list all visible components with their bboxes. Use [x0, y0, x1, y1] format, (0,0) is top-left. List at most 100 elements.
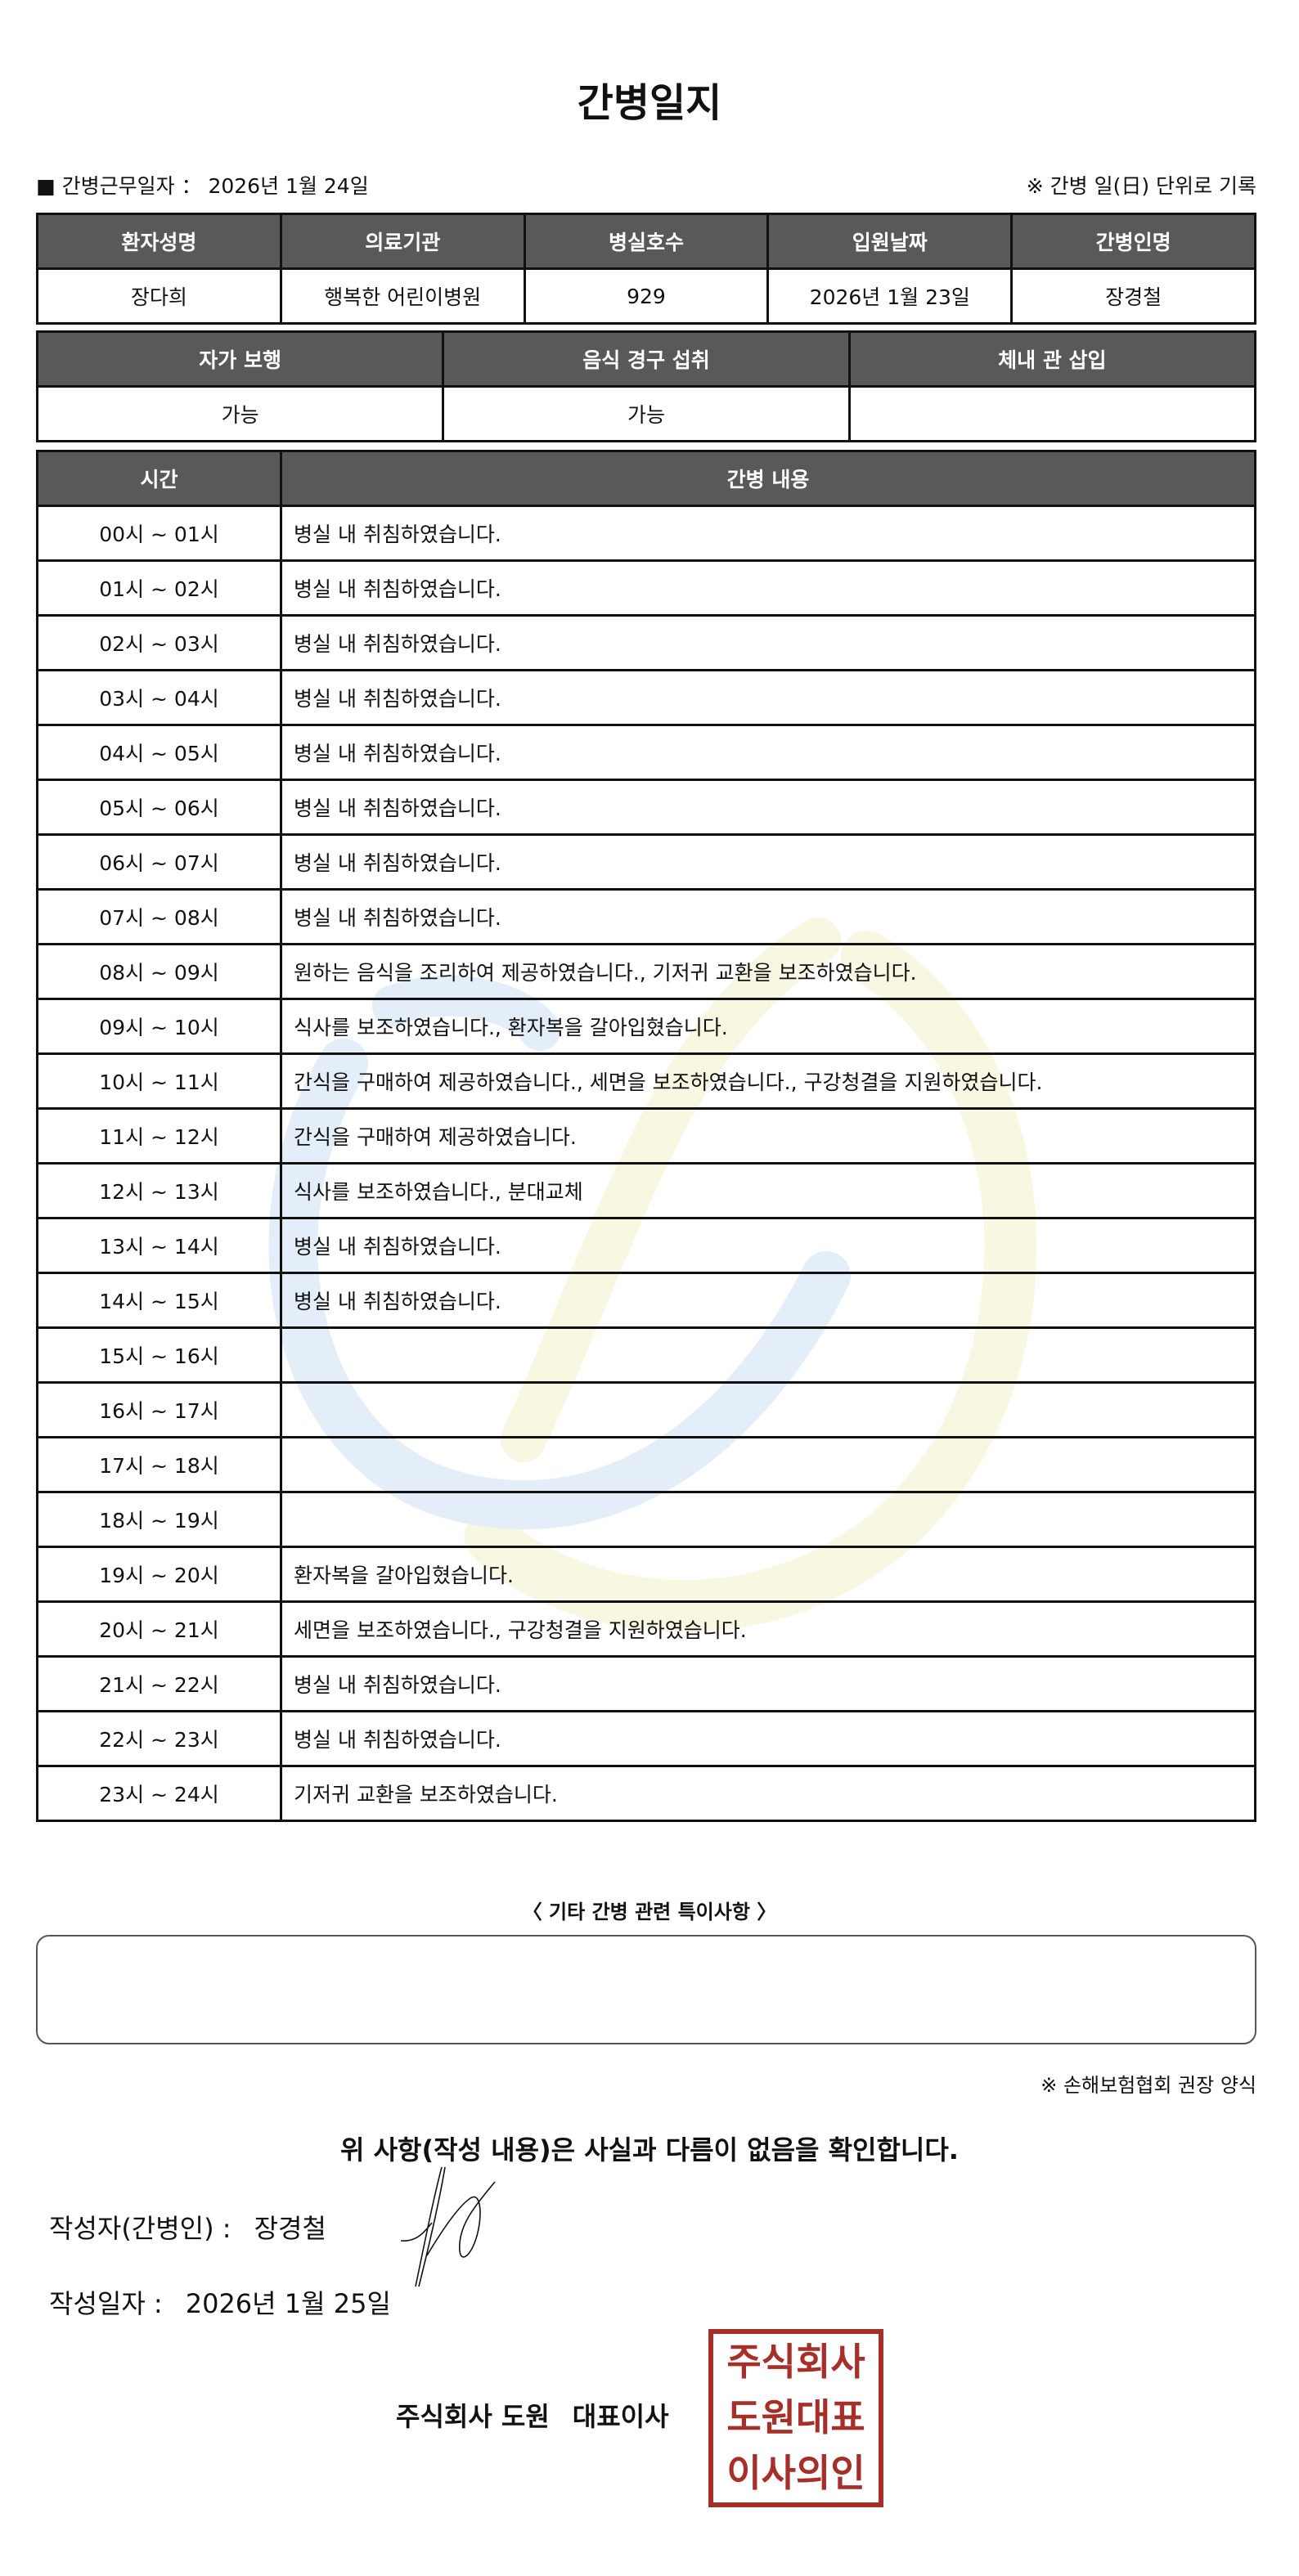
header-oral-intake: 음식 경구 섭취	[442, 330, 851, 388]
room-number: 929	[523, 267, 770, 325]
log-row: 02시 ~ 03시 병실 내 취침하였습니다.	[36, 614, 1256, 671]
log-row: 22시 ~ 23시 병실 내 취침하였습니다.	[36, 1710, 1256, 1767]
form-note: ※ 손해보험협회 권장 양식	[1041, 2074, 1256, 2097]
log-row: 19시 ~ 20시 환자복을 갈아입혔습니다.	[36, 1546, 1256, 1603]
patient-info-table: 환자성명 의료기관 병실호수 입원날짜 간병인명 장다희 행복한 어린이병원 9…	[36, 213, 1256, 325]
written-date-value: 2026년 1월 25일	[185, 2288, 391, 2319]
notes-title: 〈 기타 간병 관련 특이사항 〉	[522, 1901, 777, 1923]
log-row: 15시 ~ 16시	[36, 1326, 1256, 1384]
log-time: 07시 ~ 08시	[36, 888, 282, 945]
log-time: 10시 ~ 11시	[36, 1052, 282, 1110]
log-content: 병실 내 취침하였습니다.	[280, 614, 1256, 671]
self-walking: 가능	[35, 385, 445, 442]
log-content	[280, 1436, 1256, 1493]
log-row: 12시 ~ 13시 식사를 보조하였습니다., 분대교체	[36, 1162, 1256, 1219]
log-row: 13시 ~ 14시 병실 내 취침하였습니다.	[36, 1217, 1256, 1274]
log-row: 17시 ~ 18시	[36, 1436, 1256, 1493]
log-content: 병실 내 취침하였습니다.	[280, 559, 1256, 617]
log-row: 23시 ~ 24시 기저귀 교환을 보조하였습니다.	[36, 1765, 1256, 1822]
log-content: 병실 내 취침하였습니다.	[280, 1217, 1256, 1274]
log-time: 13시 ~ 14시	[36, 1217, 282, 1274]
log-content: 기저귀 교환을 보조하였습니다.	[280, 1765, 1256, 1822]
work-date-value: 2026년 1월 24일	[208, 174, 369, 198]
log-time: 12시 ~ 13시	[36, 1162, 282, 1219]
log-row: 14시 ~ 15시 병실 내 취침하였습니다.	[36, 1272, 1256, 1329]
log-time: 01시 ~ 02시	[36, 559, 282, 617]
writer: 작성자(간병인) : 장경철	[49, 2208, 326, 2246]
log-time: 14시 ~ 15시	[36, 1272, 282, 1329]
log-content	[280, 1381, 1256, 1438]
log-content: 원하는 음식을 조리하여 제공하였습니다., 기저귀 교환을 보조하였습니다.	[280, 943, 1256, 1000]
header-self-walking: 자가 보행	[35, 330, 445, 388]
log-time: 21시 ~ 22시	[36, 1655, 282, 1712]
log-row: 09시 ~ 10시 식사를 보조하였습니다., 환자복을 갈아입혔습니다.	[36, 998, 1256, 1055]
company-title: 대표이사	[572, 2401, 669, 2432]
header-caregiver: 간병인명	[1010, 213, 1256, 270]
caregiver-name: 장경철	[1010, 267, 1256, 325]
header-hospital: 의료기관	[279, 213, 526, 270]
header-room: 병실호수	[523, 213, 770, 270]
admission-date: 2026년 1월 23일	[766, 267, 1014, 325]
log-content: 병실 내 취침하였습니다.	[280, 779, 1256, 836]
notes-box	[36, 1935, 1256, 2044]
log-content: 병실 내 취침하였습니다.	[280, 888, 1256, 945]
work-date: ■ 간병근무일자 ： 2026년 1월 24일	[36, 170, 369, 200]
signature-image	[400, 2166, 496, 2287]
log-row: 04시 ~ 05시 병실 내 취침하였습니다.	[36, 724, 1256, 781]
log-content: 병실 내 취침하였습니다.	[280, 724, 1256, 781]
log-content: 식사를 보조하였습니다., 환자복을 갈아입혔습니다.	[280, 998, 1256, 1055]
seal-line-2: 도원대표	[726, 2395, 865, 2439]
log-row: 06시 ~ 07시 병실 내 취침하였습니다.	[36, 833, 1256, 891]
company-seal-stamp: 주식회사 도원대표 이사의인	[708, 2329, 883, 2507]
log-time: 17시 ~ 18시	[36, 1436, 282, 1493]
care-log-rows: 00시 ~ 01시 병실 내 취침하였습니다. 01시 ~ 02시 병실 내 취침하였…	[36, 505, 1256, 1822]
log-row: 20시 ~ 21시 세면을 보조하였습니다., 구강청결을 지원하였습니다.	[36, 1600, 1256, 1658]
confirmation-statement: 위 사항(작성 내용)은 사실과 다름이 없음을 확인합니다.	[340, 2134, 959, 2165]
log-time: 02시 ~ 03시	[36, 614, 282, 671]
log-time: 09시 ~ 10시	[36, 998, 282, 1055]
log-time: 05시 ~ 06시	[36, 779, 282, 836]
log-row: 18시 ~ 19시	[36, 1491, 1256, 1548]
company-signature: 주식회사 도원 대표이사	[396, 2396, 669, 2434]
written-date: 작성일자 : 2026년 1월 25일	[49, 2283, 391, 2321]
log-content: 병실 내 취침하였습니다.	[280, 669, 1256, 726]
oral-intake: 가능	[442, 385, 851, 442]
log-content: 식사를 보조하였습니다., 분대교체	[280, 1162, 1256, 1219]
log-row: 07시 ~ 08시 병실 내 취침하였습니다.	[36, 888, 1256, 945]
log-time: 08시 ~ 09시	[36, 943, 282, 1000]
log-row: 05시 ~ 06시 병실 내 취침하였습니다.	[36, 779, 1256, 836]
log-row: 21시 ~ 22시 병실 내 취침하였습니다.	[36, 1655, 1256, 1712]
log-content	[280, 1326, 1256, 1384]
log-time: 16시 ~ 17시	[36, 1381, 282, 1438]
writer-label: 작성자(간병인) :	[49, 2213, 231, 2244]
log-content: 병실 내 취침하였습니다.	[280, 505, 1256, 562]
log-time: 23시 ~ 24시	[36, 1765, 282, 1822]
log-content: 병실 내 취침하였습니다.	[280, 1272, 1256, 1329]
log-row: 08시 ~ 09시 원하는 음식을 조리하여 제공하였습니다., 기저귀 교환을 …	[36, 943, 1256, 1000]
hospital: 행복한 어린이병원	[279, 267, 526, 325]
header-patient-name: 환자성명	[36, 213, 282, 270]
log-row: 10시 ~ 11시 간식을 구매하여 제공하였습니다., 세면을 보조하였습니다.…	[36, 1052, 1256, 1110]
header-admission-date: 입원날짜	[766, 213, 1014, 270]
header-tube-insertion: 체내 관 삽입	[847, 330, 1257, 388]
unit-note: ※ 간병 일(日) 단위로 기록	[1026, 174, 1256, 198]
log-time: 11시 ~ 12시	[36, 1107, 282, 1165]
work-date-label: ■ 간병근무일자 ：	[36, 174, 202, 198]
log-content: 병실 내 취침하였습니다.	[280, 1655, 1256, 1712]
patient-status-table: 자가 보행 음식 경구 섭취 체내 관 삽입 가능 가능	[35, 330, 1257, 442]
header-time: 시간	[36, 450, 282, 507]
log-content: 간식을 구매하여 제공하였습니다.	[280, 1107, 1256, 1165]
log-content: 세면을 보조하였습니다., 구강청결을 지원하였습니다.	[280, 1600, 1256, 1658]
written-date-label: 작성일자 :	[49, 2288, 163, 2319]
writer-name: 장경철	[254, 2213, 326, 2244]
page-title: 간병일지	[577, 80, 722, 126]
log-time: 22시 ~ 23시	[36, 1710, 282, 1767]
log-time: 04시 ~ 05시	[36, 724, 282, 781]
log-content: 간식을 구매하여 제공하였습니다., 세면을 보조하였습니다., 구강청결을 지…	[280, 1052, 1256, 1110]
tube-insertion	[847, 385, 1257, 442]
seal-line-3: 이사의인	[726, 2451, 865, 2495]
log-time: 19시 ~ 20시	[36, 1546, 282, 1603]
log-row: 00시 ~ 01시 병실 내 취침하였습니다.	[36, 505, 1256, 562]
log-row: 16시 ~ 17시	[36, 1381, 1256, 1438]
log-time: 00시 ~ 01시	[36, 505, 282, 562]
